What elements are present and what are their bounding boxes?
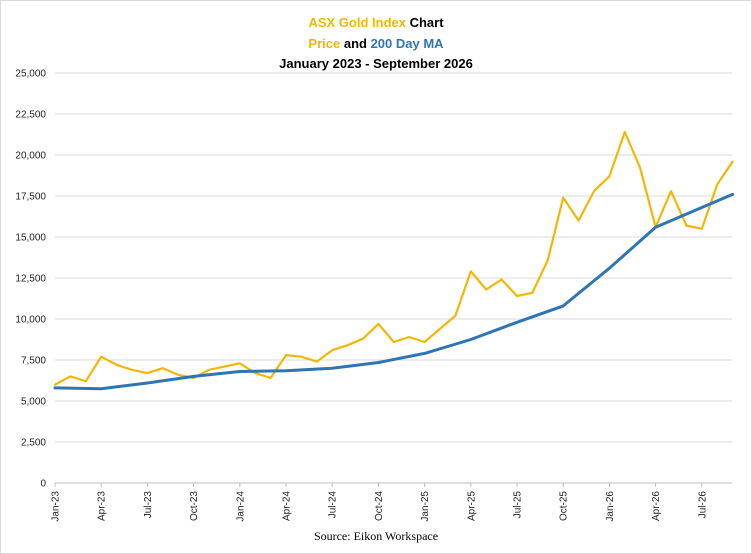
title-and: and <box>340 36 371 51</box>
x-tick-label: Oct-23 <box>189 491 200 521</box>
chart-title-line-3: January 2023 - September 2026 <box>279 56 473 71</box>
x-tick-label: Jul-23 <box>143 491 154 519</box>
x-tick-label: Oct-25 <box>559 491 570 521</box>
x-tick-label: Oct-24 <box>374 491 385 521</box>
x-tick-label: Jul-25 <box>513 491 524 519</box>
y-tick-label: 0 <box>40 479 46 490</box>
ma-200-series-line <box>53 192 735 391</box>
y-tick-label: 10,000 <box>15 315 46 326</box>
title-gold-index: ASX Gold Index <box>308 15 406 30</box>
axis-layer: 0 2,500 5,000 7,500 10,000 12,500 15,000 17,500… <box>15 69 732 522</box>
x-tick-label: Apr-25 <box>466 491 477 521</box>
y-tick-label: 2,500 <box>21 438 46 449</box>
title-price: Price <box>308 36 341 51</box>
x-tick-label: Apr-24 <box>282 491 293 521</box>
x-tick-label: Jul-24 <box>328 491 339 519</box>
price-series-line <box>53 130 734 386</box>
x-tick-label: Jan-25 <box>420 491 431 522</box>
title-200-day-ma: 200 Day MA <box>370 36 444 51</box>
title-chart-word: Chart <box>405 15 444 30</box>
chart-title-line-2: Price and 200 Day MA <box>0 36 752 51</box>
y-tick-label: 20,000 <box>15 151 46 162</box>
y-tick-label: 15,000 <box>15 233 46 244</box>
x-tick-label: Jan-24 <box>235 491 246 522</box>
x-tick-label: Apr-26 <box>651 491 662 521</box>
chart-title-line-1: ASX Gold Index Chart <box>0 15 752 30</box>
grid-layer <box>55 72 732 443</box>
x-tick-label: Jan-23 <box>51 491 62 522</box>
source-note: Source: Eikon Workspace <box>313 529 439 543</box>
x-tick-label: Jan-26 <box>605 491 616 522</box>
y-tick-label: 5,000 <box>21 397 46 408</box>
y-tick-label: 22,500 <box>15 110 46 121</box>
y-tick-label: 17,500 <box>15 192 46 203</box>
y-tick-label: 7,500 <box>21 356 46 367</box>
series-layer <box>53 130 735 391</box>
y-tick-label: 25,000 <box>15 69 46 80</box>
x-tick-label: Jul-26 <box>697 491 708 519</box>
y-tick-label: 12,500 <box>15 274 46 285</box>
x-tick-label: Apr-23 <box>97 491 108 521</box>
